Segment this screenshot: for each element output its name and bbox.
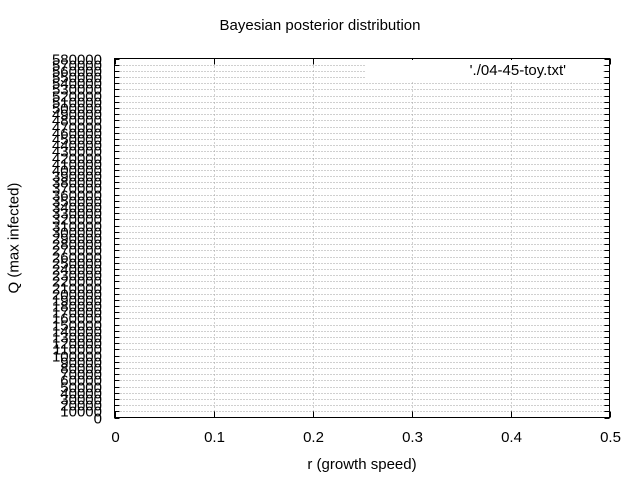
y-tick-label: 180000 [52, 299, 102, 316]
legend-entry-label: './04-45-toy.txt' [469, 62, 566, 79]
x-tick-label: 0 [111, 429, 119, 446]
y-tick-label: 320000 [52, 212, 102, 229]
y-tick-label: 400000 [52, 163, 102, 180]
y-tick-label: 390000 [52, 169, 102, 186]
y-tick-label: 500000 [52, 101, 102, 118]
y-tick-label: 370000 [52, 181, 102, 198]
y-tick-label: 40000 [60, 386, 102, 403]
axis-ticks [114, 58, 611, 419]
x-tick-label: 0.1 [204, 429, 225, 446]
y-tick-label: 340000 [52, 200, 102, 217]
y-tick-label: 440000 [52, 138, 102, 155]
y-tick-label: 170000 [52, 305, 102, 322]
y-tick-label: 310000 [52, 219, 102, 236]
y-tick-label: 50000 [60, 380, 102, 397]
y-tick-label: 290000 [52, 231, 102, 248]
y-tick-label: 200000 [52, 287, 102, 304]
y-tick-label: 150000 [52, 318, 102, 335]
y-tick-label: 520000 [52, 89, 102, 106]
y-tick-label: 330000 [52, 206, 102, 223]
x-tick-label: 0.3 [402, 429, 423, 446]
y-tick-label: 60000 [60, 373, 102, 390]
y-tick-label: 230000 [52, 268, 102, 285]
y-tick-label: 0 [94, 411, 102, 428]
y-tick-label: 10000 [60, 404, 102, 421]
y-tick-label: 260000 [52, 250, 102, 267]
x-tick-label: 0.4 [501, 429, 522, 446]
y-axis-label: Q (max infected) [5, 182, 23, 294]
y-tick-label: 480000 [52, 113, 102, 130]
y-tick-label: 360000 [52, 188, 102, 205]
y-tick-label: 80000 [60, 361, 102, 378]
chart-title: Bayesian posterior distribution [219, 17, 421, 34]
y-tick-label: 550000 [52, 70, 102, 87]
y-tick-label: 450000 [52, 132, 102, 149]
y-tick-label: 540000 [52, 76, 102, 93]
y-tick-label: 70000 [60, 367, 102, 384]
x-axis-tick-labels: 0 0.1 0.2 0.3 0.4 0.5 [111, 429, 621, 446]
y-tick-label: 530000 [52, 82, 102, 99]
y-tick-label: 160000 [52, 311, 102, 328]
y-tick-label: 270000 [52, 243, 102, 260]
y-tick-label: 140000 [52, 324, 102, 341]
y-tick-label: 240000 [52, 262, 102, 279]
y-tick-label: 430000 [52, 144, 102, 161]
grid-lines [114, 58, 610, 418]
y-tick-label: 250000 [52, 256, 102, 273]
x-axis-label: r (growth speed) [307, 456, 417, 473]
y-tick-label: 120000 [52, 336, 102, 353]
y-axis-tick-labels: 0100002000030000400005000060000700008000… [52, 52, 102, 428]
legend-box [366, 60, 602, 82]
y-tick-label: 470000 [52, 120, 102, 137]
y-tick-label: 30000 [60, 392, 102, 409]
y-tick-label: 190000 [52, 293, 102, 310]
y-tick-label: 420000 [52, 151, 102, 168]
x-tick-label: 0.5 [600, 429, 621, 446]
y-tick-label: 100000 [52, 349, 102, 366]
y-tick-label: 280000 [52, 237, 102, 254]
y-tick-label: 220000 [52, 274, 102, 291]
y-tick-label: 110000 [53, 342, 102, 359]
y-tick-label: 300000 [52, 225, 102, 242]
y-tick-label: 410000 [52, 157, 102, 174]
y-tick-label: 570000 [52, 58, 102, 75]
y-tick-label: 130000 [52, 330, 102, 347]
y-tick-label: 490000 [52, 107, 102, 124]
y-tick-label: 510000 [52, 95, 102, 112]
y-tick-label: 210000 [52, 281, 102, 298]
x-tick-label: 0.2 [303, 429, 324, 446]
y-tick-label: 580000 [52, 52, 102, 69]
y-tick-label: 90000 [60, 355, 102, 372]
y-tick-label: 460000 [52, 126, 102, 143]
y-tick-label: 20000 [60, 398, 102, 415]
y-tick-label: 560000 [52, 64, 102, 81]
y-tick-label: 380000 [52, 175, 102, 192]
y-tick-label: 350000 [52, 194, 102, 211]
